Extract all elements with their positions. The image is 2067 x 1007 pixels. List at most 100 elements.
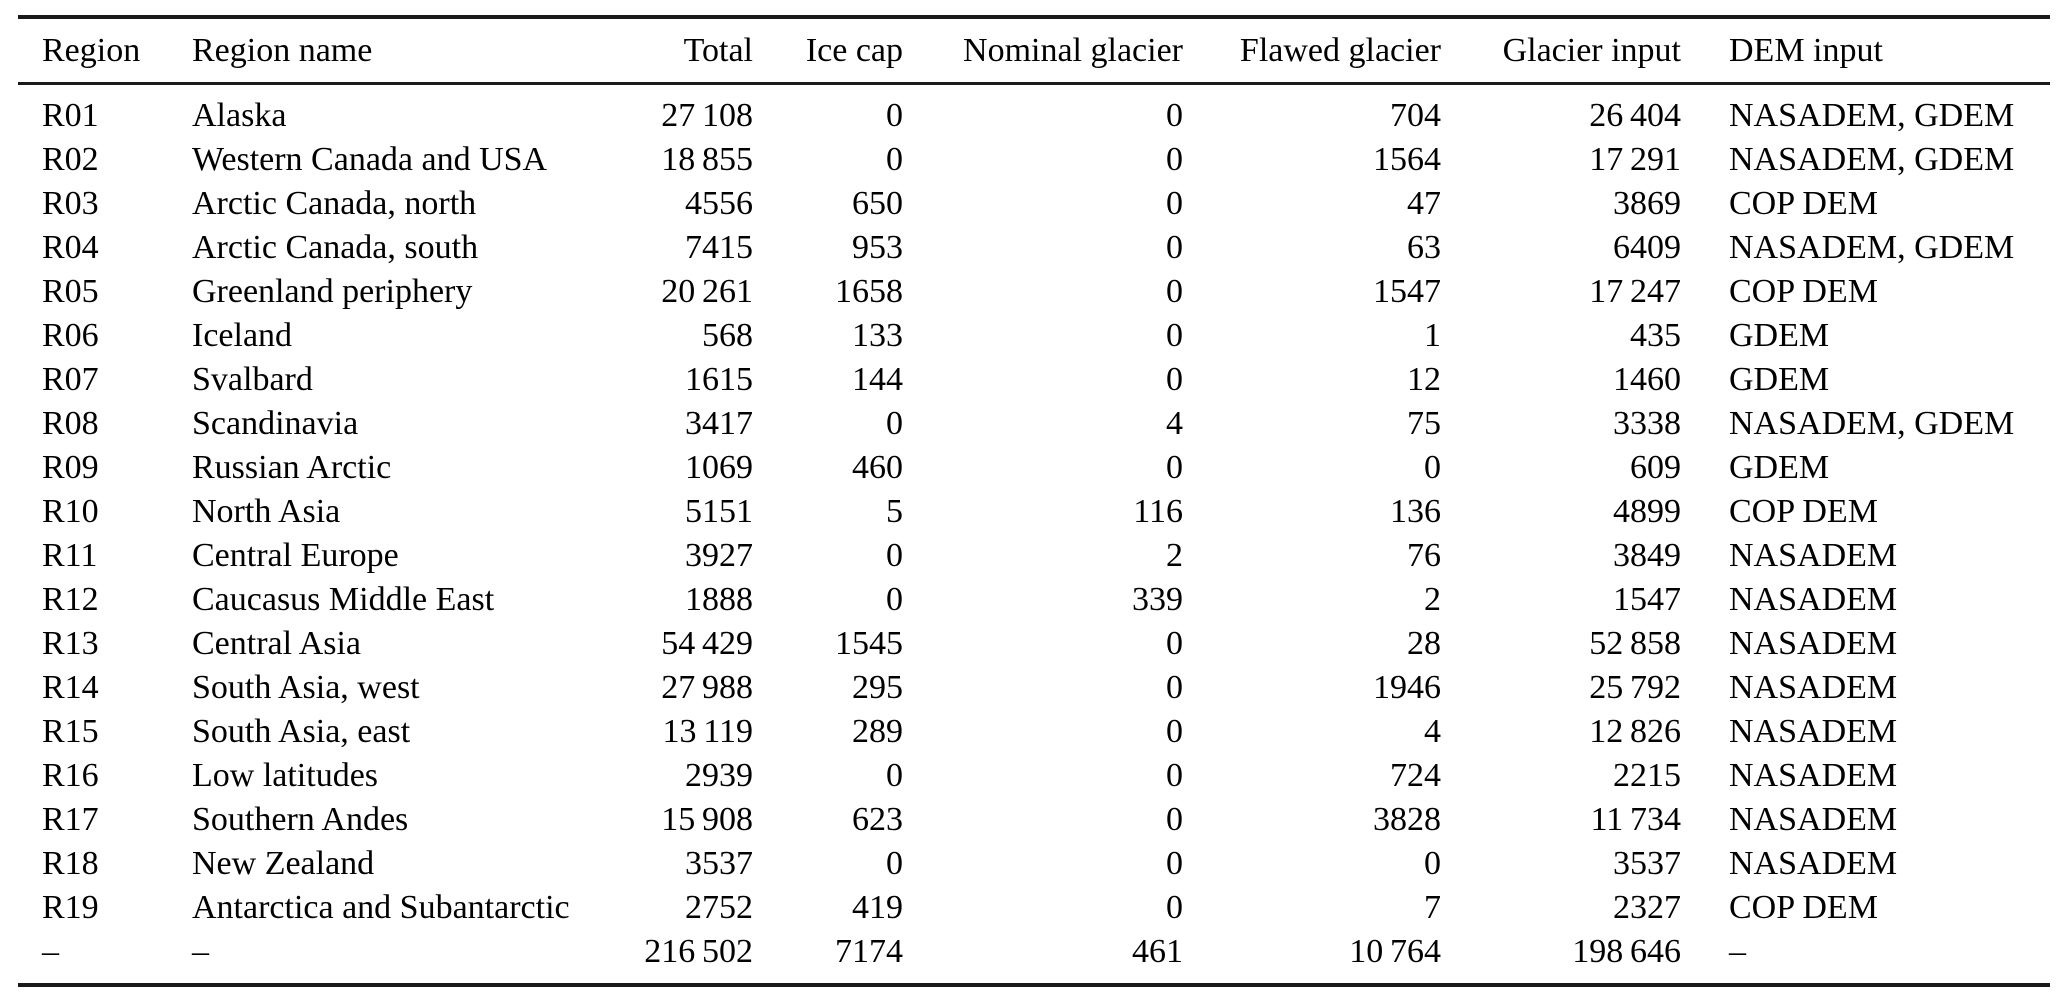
cell-region-name: Caucasus Middle East bbox=[192, 581, 495, 618]
cell-total: 20 261 bbox=[661, 273, 753, 310]
cell-ice-cap: 460 bbox=[852, 449, 903, 486]
cell-region: R03 bbox=[42, 185, 99, 222]
column-header-flawed-glacier: Flawed glacier bbox=[1239, 31, 1441, 69]
table-header-row: Region Region name Total Ice cap Nominal gla… bbox=[18, 17, 2050, 84]
cell-region: R02 bbox=[42, 141, 99, 178]
cell-region-name: Low latitudes bbox=[192, 757, 379, 794]
table-row: R02 Western Canada and USA 18 855 0 0 1564 17 … bbox=[18, 138, 2050, 182]
cell-flawed-glacier: 10 764 bbox=[1349, 933, 1441, 970]
cell-flawed-glacier: 724 bbox=[1390, 757, 1441, 794]
cell-region-name: North Asia bbox=[192, 493, 341, 530]
cell-region: R13 bbox=[42, 625, 99, 662]
cell-region: R10 bbox=[42, 493, 99, 530]
cell-glacier-input: 609 bbox=[1630, 449, 1681, 486]
cell-nominal-glacier: 0 bbox=[1166, 273, 1183, 310]
cell-flawed-glacier: 136 bbox=[1390, 493, 1441, 530]
cell-glacier-input: 435 bbox=[1630, 317, 1681, 354]
table-row: R10 North Asia 5151 5 116 136 4899 COP DEM bbox=[18, 490, 2050, 534]
cell-nominal-glacier: 0 bbox=[1166, 669, 1183, 706]
cell-flawed-glacier: 4 bbox=[1424, 713, 1441, 750]
cell-dem-input: NASADEM, GDEM bbox=[1729, 405, 2015, 442]
cell-flawed-glacier: 1946 bbox=[1373, 669, 1441, 706]
cell-dem-input: COP DEM bbox=[1729, 273, 1878, 310]
cell-flawed-glacier: 47 bbox=[1407, 185, 1441, 222]
table-row: – – 216 502 7174 461 10 764 198 646 – bbox=[18, 930, 2050, 985]
cell-region: R05 bbox=[42, 273, 99, 310]
cell-nominal-glacier: 0 bbox=[1166, 801, 1183, 838]
cell-ice-cap: 419 bbox=[852, 889, 903, 926]
cell-region-name: Arctic Canada, south bbox=[192, 229, 479, 266]
cell-total: 5151 bbox=[685, 493, 753, 530]
table-row: R06 Iceland 568 133 0 1 435 GDEM bbox=[18, 314, 2050, 358]
cell-nominal-glacier: 339 bbox=[1132, 581, 1183, 618]
cell-region: R04 bbox=[42, 229, 99, 266]
cell-dem-input: GDEM bbox=[1729, 449, 1830, 486]
column-header-dem-input: DEM input bbox=[1729, 31, 1883, 69]
cell-region-name: Western Canada and USA bbox=[192, 141, 548, 178]
cell-total: 3537 bbox=[685, 845, 753, 882]
cell-dem-input: NASADEM bbox=[1729, 801, 1898, 838]
cell-glacier-input: 3849 bbox=[1613, 537, 1681, 574]
cell-dem-input: NASADEM, GDEM bbox=[1729, 97, 2015, 134]
cell-region-name: Iceland bbox=[192, 317, 293, 354]
cell-dem-input: NASADEM bbox=[1729, 669, 1898, 706]
cell-flawed-glacier: 28 bbox=[1407, 625, 1441, 662]
cell-dem-input: GDEM bbox=[1729, 317, 1830, 354]
cell-ice-cap: 295 bbox=[852, 669, 903, 706]
table-row: R09 Russian Arctic 1069 460 0 0 609 GDEM bbox=[18, 446, 2050, 490]
cell-total: 1069 bbox=[685, 449, 753, 486]
column-header-nominal-glacier: Nominal glacier bbox=[963, 31, 1183, 69]
cell-nominal-glacier: 0 bbox=[1166, 757, 1183, 794]
cell-nominal-glacier: 0 bbox=[1166, 141, 1183, 178]
table-row: R11 Central Europe 3927 0 2 76 3849 NASADEM bbox=[18, 534, 2050, 578]
cell-glacier-input: 52 858 bbox=[1589, 625, 1681, 662]
cell-total: 3927 bbox=[685, 537, 753, 574]
cell-ice-cap: 1658 bbox=[835, 273, 903, 310]
cell-ice-cap: 623 bbox=[852, 801, 903, 838]
cell-nominal-glacier: 116 bbox=[1133, 493, 1183, 530]
table-row: R17 Southern Andes 15 908 623 0 3828 11 734 NAS… bbox=[18, 798, 2050, 842]
cell-flawed-glacier: 0 bbox=[1424, 845, 1441, 882]
cell-region-name: Greenland periphery bbox=[192, 273, 473, 310]
table-row: R08 Scandinavia 3417 0 4 75 3338 NASADEM, GDEM bbox=[18, 402, 2050, 446]
table-row: R14 South Asia, west 27 988 295 0 1946 25 792 N… bbox=[18, 666, 2050, 710]
cell-flawed-glacier: 1564 bbox=[1373, 141, 1441, 178]
cell-dem-input: – bbox=[1729, 933, 1746, 970]
cell-region-name: Scandinavia bbox=[192, 405, 359, 442]
table-row: R19 Antarctica and Subantarctic 2752 419 0 7 2… bbox=[18, 886, 2050, 930]
cell-region-name: South Asia, east bbox=[192, 713, 411, 750]
cell-region: R14 bbox=[42, 669, 99, 706]
cell-region-name: Svalbard bbox=[192, 361, 313, 398]
cell-total: 3417 bbox=[685, 405, 753, 442]
cell-total: 18 855 bbox=[661, 141, 753, 178]
cell-nominal-glacier: 0 bbox=[1166, 713, 1183, 750]
cell-dem-input: NASADEM bbox=[1729, 625, 1898, 662]
cell-glacier-input: 3537 bbox=[1613, 845, 1681, 882]
cell-total: 2752 bbox=[685, 889, 753, 926]
cell-region: R09 bbox=[42, 449, 99, 486]
cell-total: 568 bbox=[702, 317, 753, 354]
cell-ice-cap: 1545 bbox=[835, 625, 903, 662]
table-row: R01 Alaska 27 108 0 0 704 26 404 NASADEM, GDEM bbox=[18, 84, 2050, 139]
cell-glacier-input: 2327 bbox=[1613, 889, 1681, 926]
cell-dem-input: GDEM bbox=[1729, 361, 1830, 398]
table-row: R16 Low latitudes 2939 0 0 724 2215 NASADEM bbox=[18, 754, 2050, 798]
cell-nominal-glacier: 0 bbox=[1166, 625, 1183, 662]
column-header-region-name: Region name bbox=[192, 31, 373, 69]
cell-ice-cap: 133 bbox=[852, 317, 903, 354]
table-row: R05 Greenland periphery 20 261 1658 0 1547 17 … bbox=[18, 270, 2050, 314]
cell-nominal-glacier: 0 bbox=[1166, 229, 1183, 266]
cell-region: R19 bbox=[42, 889, 99, 926]
cell-glacier-input: 26 404 bbox=[1589, 97, 1681, 134]
cell-nominal-glacier: 0 bbox=[1166, 97, 1183, 134]
cell-flawed-glacier: 704 bbox=[1390, 97, 1441, 134]
cell-dem-input: NASADEM bbox=[1729, 581, 1898, 618]
cell-total: 4556 bbox=[685, 185, 753, 222]
cell-glacier-input: 1547 bbox=[1613, 581, 1681, 618]
cell-glacier-input: 6409 bbox=[1613, 229, 1681, 266]
cell-dem-input: NASADEM, GDEM bbox=[1729, 229, 2015, 266]
table-row: R04 Arctic Canada, south 7415 953 0 63 6409 NAS… bbox=[18, 226, 2050, 270]
cell-region: R08 bbox=[42, 405, 99, 442]
cell-total: 216 502 bbox=[644, 933, 753, 970]
cell-total: 1615 bbox=[685, 361, 753, 398]
